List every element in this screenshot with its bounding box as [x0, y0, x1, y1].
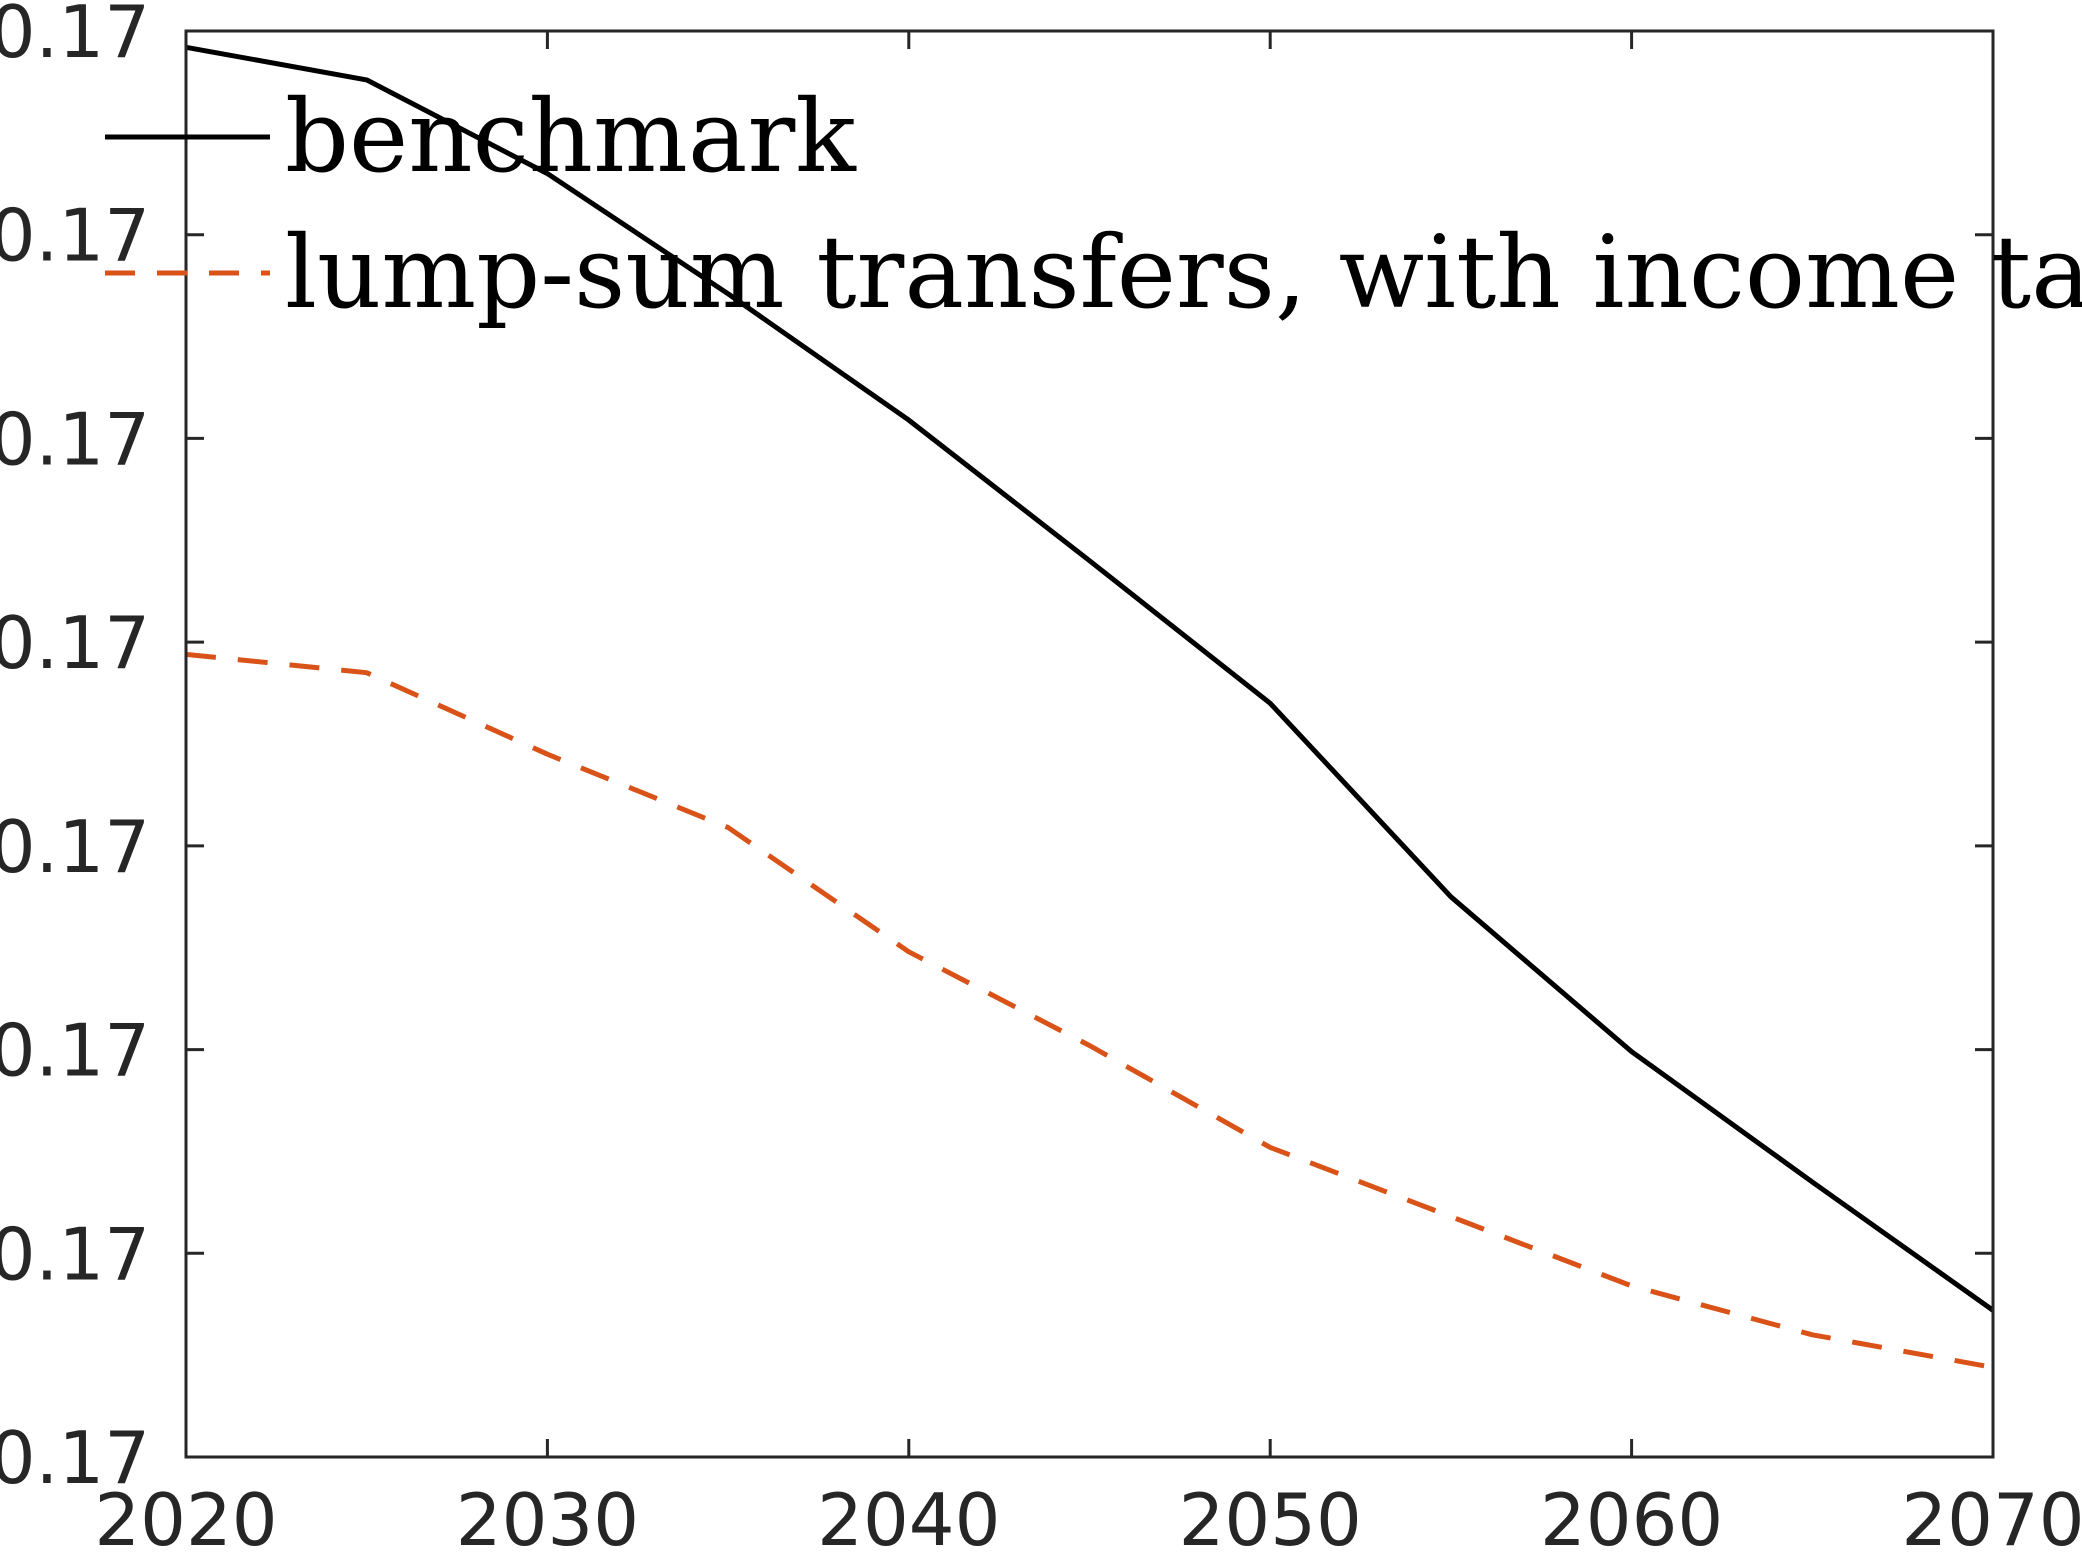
x-tick-label: 2020 [94, 1478, 277, 1553]
y-tick-label: 0.17 [0, 194, 150, 278]
x-tick-label: 2060 [1540, 1478, 1723, 1553]
x-tick-label: 2040 [817, 1478, 1000, 1553]
legend-label: lump-sum transfers, with income tax [285, 214, 2082, 331]
y-tick-label: 0.17 [0, 1416, 150, 1500]
y-tick-label: 0.17 [0, 805, 150, 889]
legend-label: benchmark [285, 78, 857, 195]
y-tick-label: 0.17 [0, 1009, 150, 1093]
legend: benchmark lump-sum transfers, with income… [105, 78, 2082, 331]
x-tick-label: 2070 [1901, 1478, 2082, 1553]
y-tick-label: 0.17 [0, 397, 150, 481]
plot-area-frame [184, 29, 1995, 1459]
x-tick-label: 2050 [1179, 1478, 1362, 1553]
x-tick-label: 2030 [456, 1478, 639, 1553]
y-tick-label: 0.17 [0, 601, 150, 685]
y-tick-label: 0.17 [0, 1212, 150, 1296]
y-tick-label: 0.17 [0, 0, 150, 74]
